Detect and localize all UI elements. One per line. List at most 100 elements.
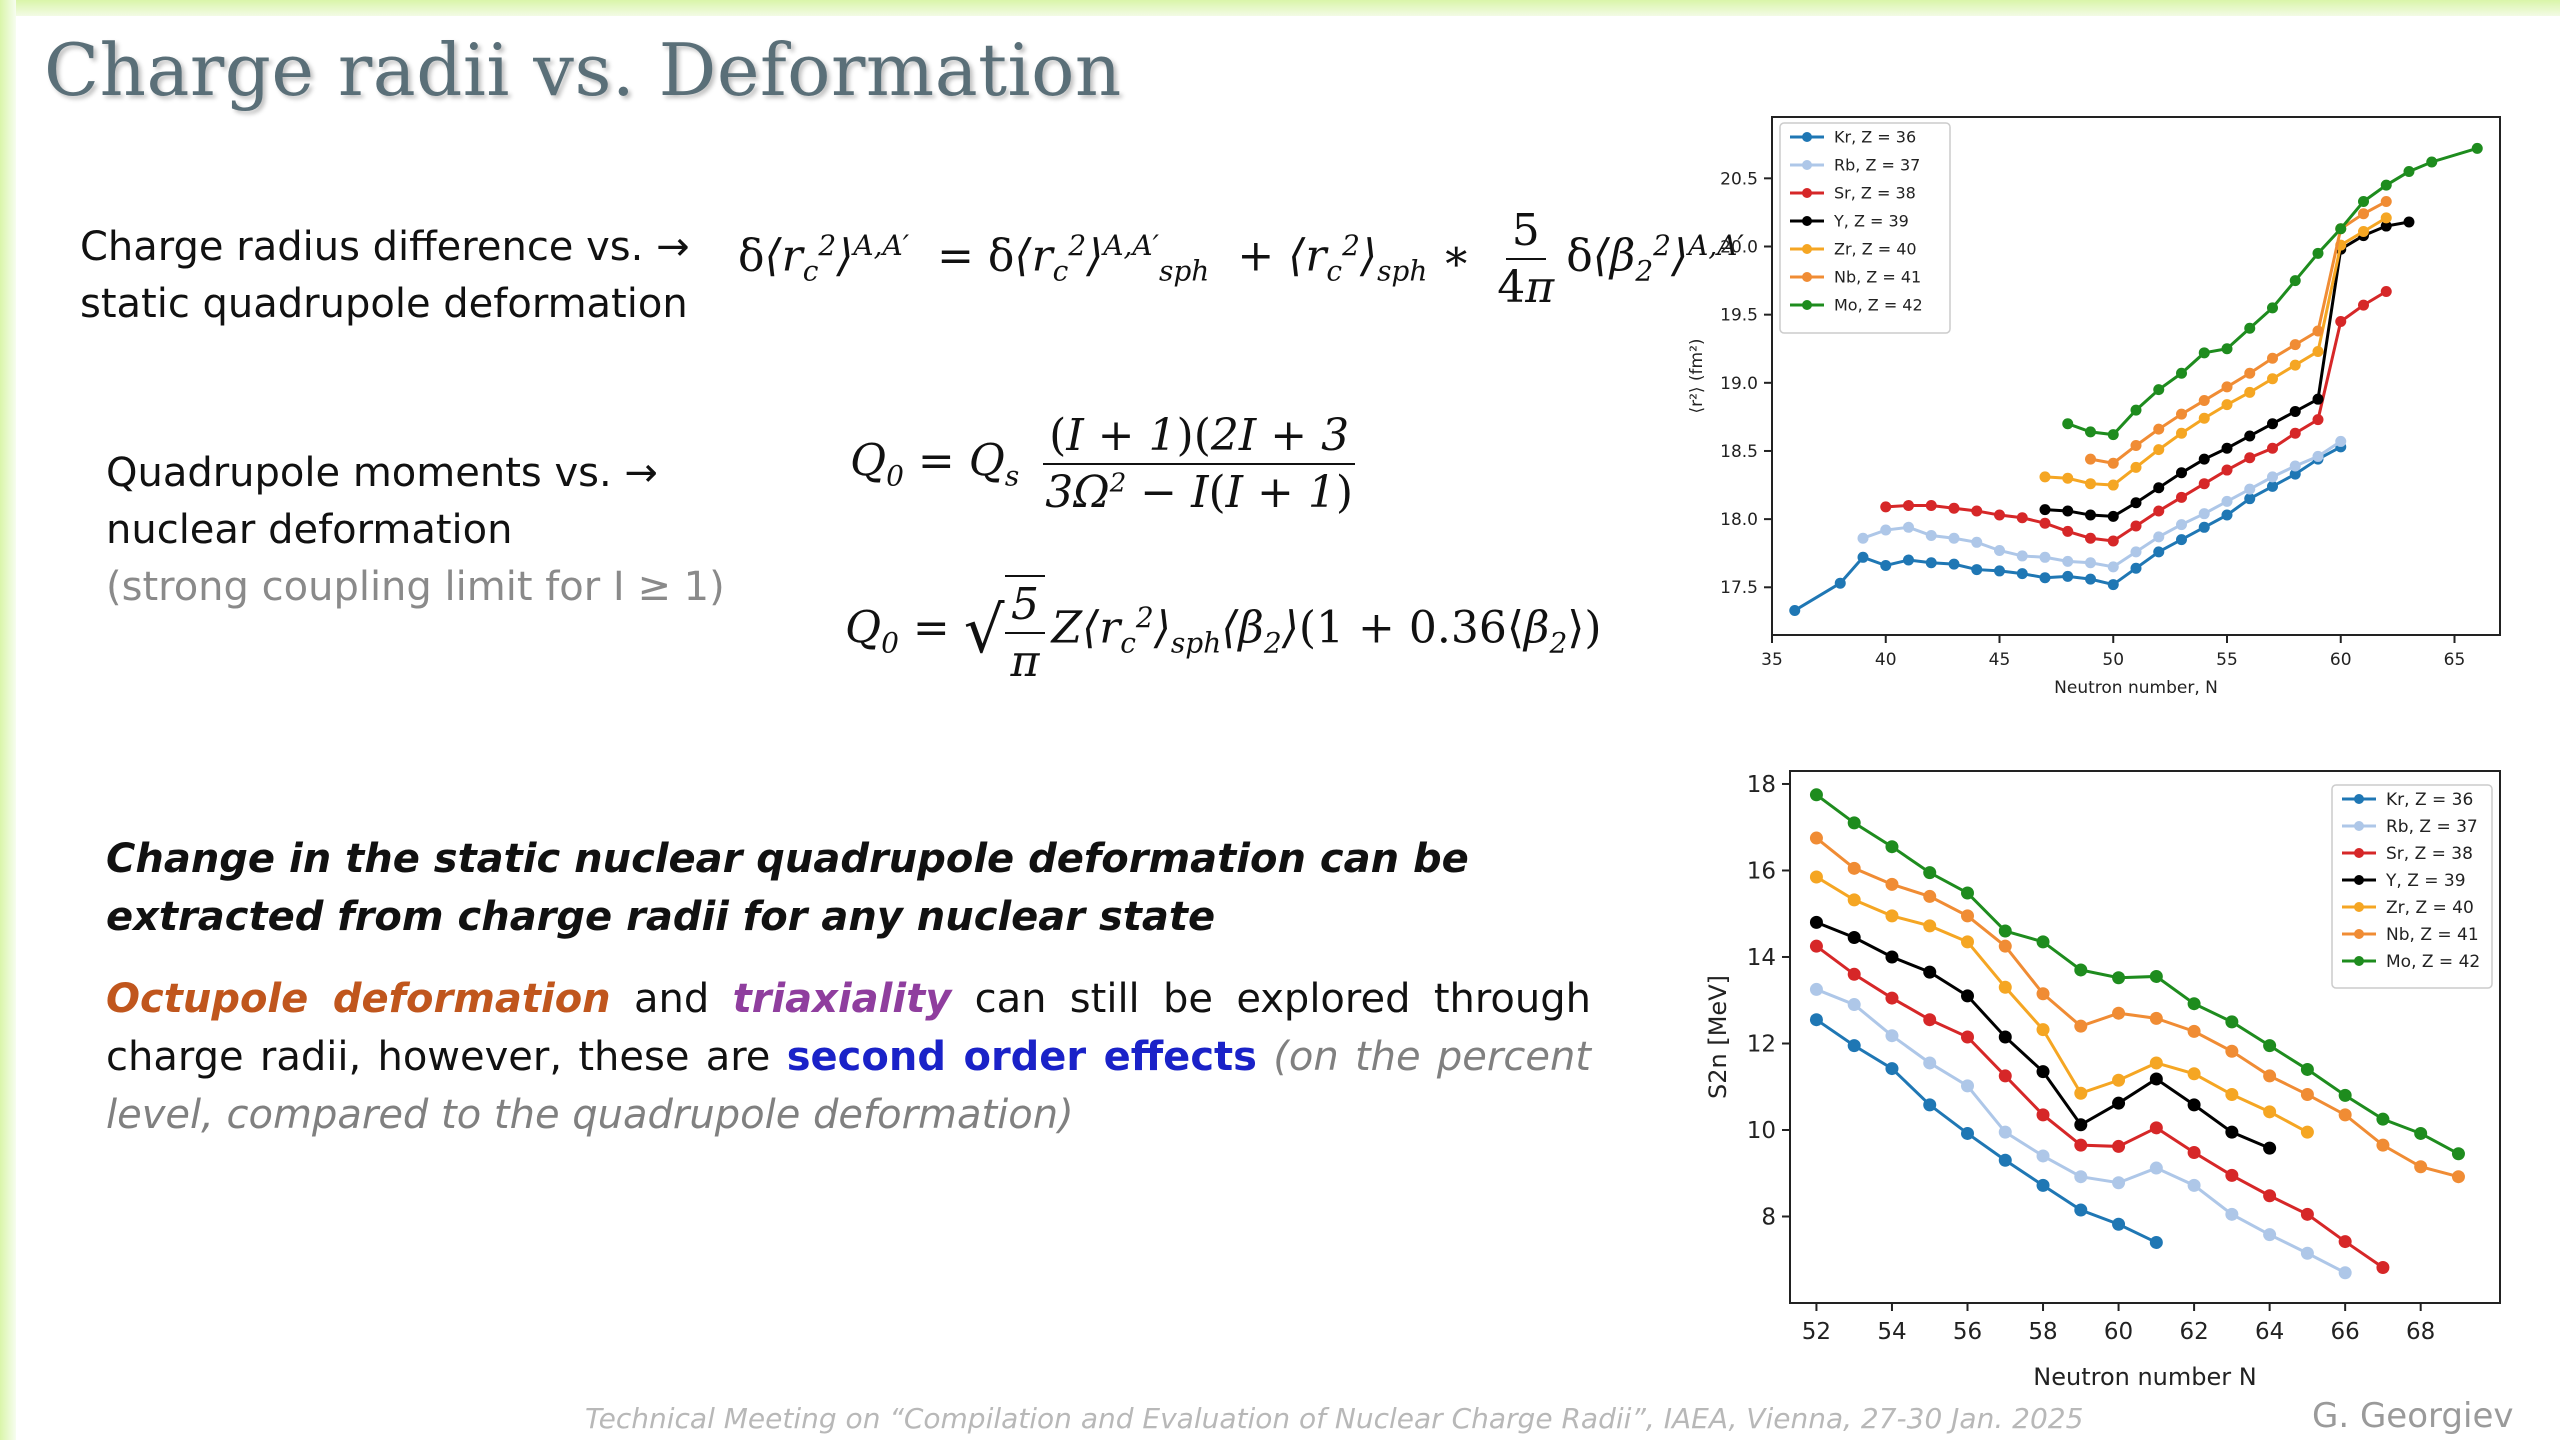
data-point <box>2036 1065 2050 1079</box>
y-axis-label: ⟨r²⟩ (fm²) <box>1687 338 1707 413</box>
data-point <box>1880 524 1892 536</box>
equation-q0-beta: Q0 = √ 5 π Z⟨rc2⟩sph⟨β2⟩(1 + 0.36⟨β2⟩) <box>845 575 1602 687</box>
data-point <box>2225 1168 2239 1182</box>
data-point <box>2039 504 2051 516</box>
data-point <box>2263 1228 2277 1242</box>
series-line <box>1815 875 2309 1134</box>
data-point <box>2107 535 2119 547</box>
data-point <box>1961 1030 1974 1044</box>
data-point <box>2221 381 2233 393</box>
data-point <box>1789 604 1801 616</box>
series-line <box>2067 146 2478 437</box>
data-point <box>2153 384 2165 396</box>
legend-label: Zr, Z = 40 <box>1834 240 1917 259</box>
legend-label: Nb, Z = 41 <box>1834 268 1921 287</box>
data-point <box>2300 1246 2314 1260</box>
data-point <box>1834 577 1846 589</box>
data-point <box>2176 467 2187 479</box>
data-point <box>2112 1176 2126 1190</box>
data-point <box>2338 1108 2352 1122</box>
data-point <box>2312 393 2324 405</box>
data-point <box>1903 521 1914 533</box>
data-point <box>1961 909 1974 923</box>
data-point <box>2062 418 2074 430</box>
data-point <box>2153 531 2165 543</box>
data-point <box>2074 1086 2088 1100</box>
legend-marker <box>2354 794 2364 804</box>
data-point <box>2225 1088 2239 1102</box>
data-point <box>2176 367 2187 379</box>
data-point <box>2198 453 2210 465</box>
text-static-quadrupole: static quadrupole deformation <box>80 281 688 327</box>
data-point <box>2380 212 2392 224</box>
series-line <box>1862 440 2342 569</box>
data-point <box>2153 505 2165 517</box>
data-point <box>2300 1207 2314 1221</box>
top-border <box>0 0 2560 16</box>
data-point <box>2176 534 2187 546</box>
footer-meeting: Technical Meeting on “Compilation and Ev… <box>585 1402 2084 1435</box>
data-point <box>1994 544 2005 556</box>
series-line <box>1815 793 2460 1156</box>
data-point <box>2221 495 2233 507</box>
data-point <box>2225 1125 2239 1139</box>
data-point <box>2198 412 2210 424</box>
data-point <box>2039 471 2051 483</box>
data-point <box>2149 1161 2163 1175</box>
data-point <box>2107 510 2119 522</box>
data-point <box>1847 967 1861 981</box>
data-point <box>2267 471 2278 483</box>
data-point <box>2198 521 2210 533</box>
data-point <box>2358 226 2369 238</box>
y-tick-label: 19.5 <box>1720 306 1758 326</box>
series-line <box>1815 1018 2157 1244</box>
data-point <box>2074 1019 2088 1033</box>
data-point <box>2039 572 2051 584</box>
data-point <box>2130 562 2142 574</box>
data-point <box>2221 509 2233 521</box>
y-tick-label: 8 <box>1761 1205 1776 1231</box>
data-point <box>2376 1112 2390 1126</box>
data-point <box>1847 893 1861 907</box>
y-tick-label: 18.5 <box>1720 442 1758 462</box>
data-point <box>2130 520 2142 532</box>
data-point <box>2225 1015 2239 1029</box>
y-tick-label: 20.0 <box>1720 237 1758 257</box>
data-point <box>2289 339 2301 351</box>
data-point <box>2085 573 2096 585</box>
y-tick-label: 12 <box>1747 1032 1776 1058</box>
legend-label: Y, Z = 39 <box>1833 212 1909 231</box>
data-point <box>2074 1138 2088 1152</box>
x-tick-label: 65 <box>2444 650 2466 670</box>
legend-label: Mo, Z = 42 <box>2386 952 2480 972</box>
series-line <box>1815 944 2384 1269</box>
legend-label: Zr, Z = 40 <box>2386 898 2474 918</box>
data-point <box>2107 429 2119 441</box>
data-point <box>2221 464 2233 476</box>
data-point <box>2225 1044 2239 1058</box>
data-point <box>2263 1105 2277 1119</box>
data-point <box>2451 1147 2465 1161</box>
legend-box <box>2331 784 2493 989</box>
data-point <box>2153 423 2165 435</box>
data-point <box>1923 919 1937 933</box>
data-point <box>2289 460 2301 472</box>
data-point <box>2263 1141 2277 1155</box>
data-point <box>2289 275 2301 287</box>
data-point <box>2074 963 2088 977</box>
data-point <box>2267 373 2278 385</box>
x-tick-label: 62 <box>2179 1319 2208 1345</box>
legend-label: Y, Z = 39 <box>2385 871 2466 891</box>
y-tick-label: 17.5 <box>1720 578 1758 598</box>
data-point <box>2198 347 2210 359</box>
left-border <box>0 0 16 1440</box>
data-point <box>2153 444 2165 456</box>
data-point <box>2380 285 2392 297</box>
data-point <box>2263 1039 2277 1053</box>
data-point <box>2300 1125 2314 1139</box>
y-axis-label: S2n [MeV] <box>1704 975 1732 1099</box>
data-point <box>2403 216 2415 228</box>
legend-marker <box>2354 821 2364 831</box>
data-point <box>2112 971 2126 985</box>
data-point <box>2187 1024 2201 1038</box>
